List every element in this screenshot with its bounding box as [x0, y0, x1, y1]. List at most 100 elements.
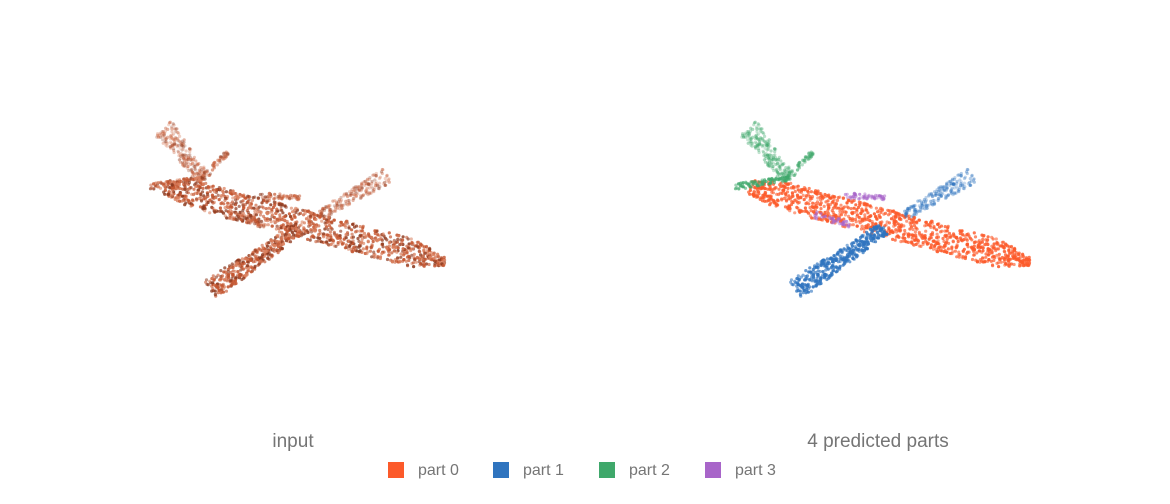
point	[794, 185, 798, 189]
point	[906, 207, 910, 211]
point	[906, 207, 910, 211]
point	[766, 161, 770, 166]
point	[958, 184, 963, 188]
point	[785, 168, 789, 172]
point	[882, 228, 886, 232]
point	[338, 204, 342, 208]
point	[764, 154, 768, 158]
point	[219, 269, 223, 273]
point	[798, 292, 802, 297]
point	[326, 214, 330, 218]
point	[212, 160, 216, 164]
point	[290, 194, 294, 198]
point	[320, 209, 324, 213]
point	[766, 153, 770, 157]
point	[793, 211, 797, 215]
point	[813, 191, 818, 195]
point	[211, 201, 215, 205]
point	[903, 236, 907, 240]
point	[366, 239, 370, 243]
point	[387, 244, 391, 248]
point	[856, 243, 861, 247]
point	[277, 249, 281, 253]
point	[277, 195, 281, 200]
point	[253, 222, 257, 226]
point	[156, 132, 160, 136]
point	[192, 155, 196, 159]
point	[205, 168, 209, 173]
point	[820, 215, 824, 219]
point	[837, 217, 841, 221]
point	[192, 164, 196, 168]
point	[957, 190, 961, 194]
point	[875, 194, 879, 198]
point	[787, 167, 791, 171]
point	[162, 131, 166, 135]
point	[162, 190, 166, 194]
point	[952, 182, 956, 187]
point	[164, 140, 168, 144]
point	[428, 255, 432, 259]
point	[375, 239, 379, 243]
point	[275, 217, 279, 221]
point	[355, 249, 359, 253]
point	[220, 210, 224, 214]
point	[740, 135, 744, 139]
point	[910, 225, 914, 229]
point	[245, 221, 249, 225]
caption: input	[272, 431, 314, 452]
point	[803, 187, 808, 191]
point	[339, 199, 343, 203]
point	[827, 276, 831, 280]
point	[758, 138, 762, 142]
point	[760, 127, 764, 131]
point	[845, 243, 849, 247]
point	[180, 153, 185, 157]
point	[199, 195, 203, 199]
point	[166, 135, 170, 139]
point	[966, 245, 970, 249]
point	[909, 215, 914, 219]
point	[804, 202, 808, 206]
point	[204, 278, 209, 282]
point	[777, 157, 781, 162]
point	[819, 207, 823, 211]
point	[326, 204, 330, 208]
point	[980, 256, 985, 260]
point	[422, 248, 426, 252]
point	[819, 218, 823, 222]
point	[369, 246, 373, 250]
point	[940, 187, 944, 191]
point	[916, 209, 920, 213]
point	[796, 281, 800, 285]
point	[767, 164, 771, 168]
point	[828, 257, 832, 261]
point	[958, 185, 962, 189]
point	[170, 190, 174, 194]
point	[748, 129, 753, 133]
point	[267, 241, 271, 245]
point	[753, 140, 758, 144]
point	[917, 218, 921, 222]
point	[753, 180, 757, 184]
point	[951, 232, 956, 236]
point	[767, 157, 771, 161]
point	[912, 212, 916, 216]
point	[365, 191, 369, 195]
point	[803, 206, 807, 210]
point	[756, 132, 760, 136]
point	[949, 191, 953, 196]
point	[911, 219, 915, 223]
point	[373, 184, 378, 188]
point	[755, 130, 759, 134]
point	[944, 189, 948, 193]
point	[362, 180, 366, 184]
point	[791, 200, 795, 205]
point	[204, 171, 208, 175]
point	[168, 120, 172, 124]
point	[314, 225, 318, 229]
point	[230, 262, 234, 266]
point	[401, 247, 405, 251]
point	[801, 286, 805, 290]
point	[355, 229, 359, 233]
